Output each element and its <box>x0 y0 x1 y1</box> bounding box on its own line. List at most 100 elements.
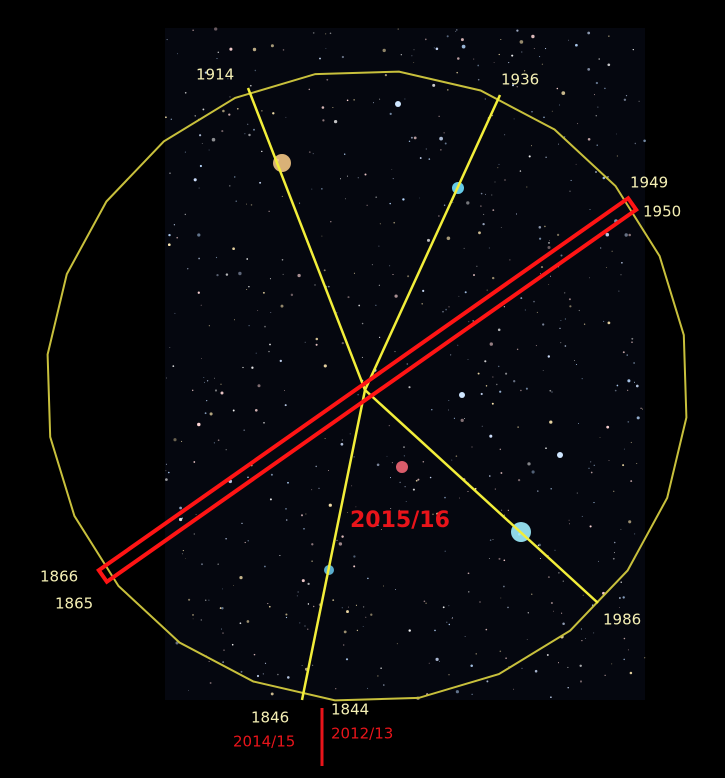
star <box>354 456 355 457</box>
star <box>243 429 245 431</box>
star <box>391 169 392 170</box>
star <box>615 390 617 392</box>
star <box>500 472 502 474</box>
star <box>328 286 330 288</box>
star <box>286 617 287 618</box>
star <box>311 543 313 545</box>
star <box>356 605 357 606</box>
star <box>624 638 626 640</box>
star <box>613 558 615 560</box>
star <box>269 606 271 608</box>
star <box>517 426 518 427</box>
star <box>365 617 366 618</box>
star <box>301 514 303 516</box>
star <box>581 640 582 641</box>
star <box>241 671 243 673</box>
star <box>254 654 256 656</box>
star <box>621 262 623 264</box>
star <box>205 412 207 414</box>
star <box>270 278 271 279</box>
star <box>628 649 629 650</box>
star <box>621 274 622 275</box>
star <box>623 351 625 353</box>
star <box>616 134 617 135</box>
star <box>569 305 571 307</box>
star <box>565 345 567 347</box>
star <box>210 412 213 415</box>
star <box>330 221 331 222</box>
star <box>591 472 593 474</box>
star <box>630 480 632 482</box>
star <box>187 268 188 269</box>
star <box>209 150 210 151</box>
star <box>222 110 225 113</box>
star <box>195 115 196 116</box>
star <box>253 48 256 51</box>
star <box>465 291 467 293</box>
star <box>577 493 578 494</box>
star <box>248 134 250 136</box>
star <box>240 622 242 624</box>
star <box>342 342 344 344</box>
star <box>354 99 355 100</box>
star <box>285 613 287 615</box>
star <box>457 57 460 60</box>
star <box>452 202 453 203</box>
star <box>305 342 306 343</box>
star <box>617 156 618 157</box>
star <box>257 384 260 387</box>
star <box>531 111 532 112</box>
star <box>315 466 317 468</box>
star <box>185 152 186 153</box>
star <box>500 449 501 450</box>
star <box>508 510 509 511</box>
star <box>233 410 235 412</box>
star <box>353 565 355 567</box>
star <box>529 155 531 157</box>
star <box>185 214 186 215</box>
star <box>470 665 473 668</box>
star <box>535 670 538 673</box>
star <box>501 227 502 228</box>
star <box>347 512 348 513</box>
star <box>404 455 405 456</box>
star <box>486 680 488 682</box>
star <box>555 550 556 551</box>
star <box>425 602 427 604</box>
star <box>574 360 575 361</box>
star <box>614 552 615 553</box>
star <box>531 35 534 38</box>
star <box>229 48 232 51</box>
star <box>332 599 334 601</box>
star <box>527 639 528 640</box>
star <box>624 449 625 450</box>
star <box>221 392 224 395</box>
star <box>497 167 498 168</box>
star <box>203 377 204 378</box>
star <box>171 119 172 120</box>
star <box>561 91 565 95</box>
star <box>419 198 420 199</box>
star <box>373 102 374 103</box>
star <box>228 113 230 115</box>
star <box>236 201 237 202</box>
star <box>590 525 592 527</box>
star <box>390 477 391 478</box>
star <box>221 629 222 630</box>
star <box>587 32 590 35</box>
star <box>362 357 363 358</box>
star <box>411 137 413 139</box>
star <box>449 605 450 606</box>
star <box>330 33 332 35</box>
star <box>225 538 226 539</box>
star <box>595 171 597 173</box>
star <box>549 240 550 241</box>
star <box>567 687 568 688</box>
star <box>383 49 386 52</box>
star <box>209 661 210 662</box>
star <box>429 158 431 160</box>
star <box>472 694 473 695</box>
star <box>501 510 502 511</box>
star <box>611 663 612 664</box>
star <box>576 364 577 365</box>
